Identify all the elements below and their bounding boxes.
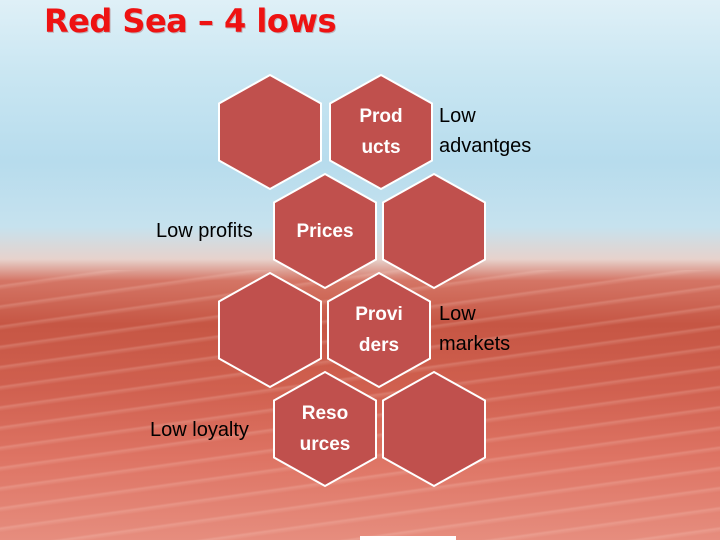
label-low-loyalty: Low loyalty	[150, 419, 249, 441]
label-low-advantges: Low advantges	[439, 105, 532, 157]
hexagon-label-prices: Prices	[296, 220, 354, 242]
hexagon-products: Prod ucts	[329, 73, 433, 191]
label-low-profits: Low profits	[156, 220, 253, 242]
hexagon-empty-1	[218, 73, 322, 191]
hexagon-label-products: Prod ucts	[359, 106, 403, 158]
hexagon-label	[382, 371, 486, 487]
hexagon-empty-2	[382, 172, 486, 290]
hexagon-prices: Prices	[273, 172, 377, 290]
hexagon-resources: Reso urces	[273, 370, 377, 488]
hexagon-empty-4	[382, 370, 486, 488]
hexagon-providers: Provi ders	[327, 271, 431, 389]
label-low-markets: Low markets	[439, 303, 511, 355]
slide-title: Red Sea – 4 lows	[44, 2, 336, 40]
bottom-edge-strip	[360, 536, 456, 540]
hexagon-label-providers: Provi ders	[355, 304, 403, 356]
hexagon-empty-3	[218, 271, 322, 389]
hexagon-label-resources: Reso urces	[299, 403, 351, 455]
